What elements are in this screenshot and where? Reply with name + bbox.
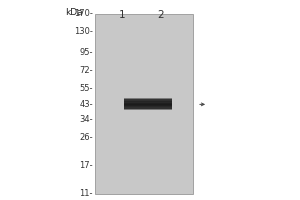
Bar — [124, 100, 172, 102]
Bar — [124, 107, 172, 109]
Text: 95-: 95- — [80, 48, 93, 57]
Text: 43-: 43- — [80, 100, 93, 109]
Text: 55-: 55- — [80, 84, 93, 93]
Text: 17-: 17- — [80, 161, 93, 170]
Text: 1: 1 — [119, 10, 125, 20]
Text: 26-: 26- — [80, 133, 93, 142]
Bar — [124, 103, 172, 105]
Bar — [124, 99, 172, 109]
Bar — [124, 106, 172, 107]
Text: 170-: 170- — [74, 9, 93, 19]
Bar — [124, 108, 172, 110]
Text: 11-: 11- — [80, 190, 93, 198]
Bar — [124, 98, 172, 100]
Text: 2: 2 — [158, 10, 164, 20]
Text: 72-: 72- — [80, 66, 93, 75]
Text: 130-: 130- — [74, 27, 93, 36]
Text: 34-: 34- — [80, 115, 93, 124]
Bar — [124, 101, 172, 103]
Bar — [95, 14, 193, 194]
Bar — [124, 104, 172, 106]
Text: kDa: kDa — [65, 8, 83, 17]
